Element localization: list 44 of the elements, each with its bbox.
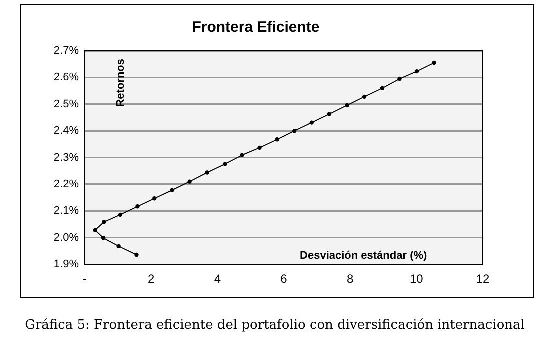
point bbox=[310, 120, 314, 125]
x-tick-label: 12 bbox=[476, 272, 490, 286]
point bbox=[414, 69, 420, 74]
point bbox=[205, 170, 210, 175]
point bbox=[102, 220, 106, 224]
text: Gráfica 5: Frontera eficiente del portafolio con diversificación internacional bbox=[24, 318, 526, 333]
y-axis-title: Retornos bbox=[115, 59, 128, 108]
x-axis-title: Desviación estándar (%) bbox=[300, 250, 428, 262]
y-tick-label: 2.6% bbox=[54, 72, 80, 84]
y-tick-label: 2.3% bbox=[54, 152, 80, 164]
point bbox=[134, 252, 139, 258]
point bbox=[118, 212, 123, 218]
point bbox=[380, 86, 385, 90]
point bbox=[327, 112, 332, 116]
point bbox=[240, 153, 244, 158]
chart-title: Frontera Eficiente bbox=[192, 19, 320, 36]
y-tick-label: 1.9% bbox=[54, 258, 80, 271]
point bbox=[432, 60, 436, 66]
point bbox=[170, 188, 174, 192]
point bbox=[258, 146, 262, 150]
x-tick-label: - bbox=[83, 272, 87, 286]
point bbox=[116, 244, 121, 249]
point bbox=[188, 180, 192, 184]
x-tick-label: 6 bbox=[280, 272, 288, 286]
point bbox=[275, 138, 280, 142]
x-tick-label: 2 bbox=[148, 272, 155, 286]
point bbox=[362, 94, 367, 100]
y-tick-label: 2.1% bbox=[54, 205, 80, 218]
point bbox=[101, 236, 106, 240]
point bbox=[93, 228, 98, 233]
x-tick-label: 4 bbox=[214, 272, 222, 286]
y-tick-label: 2.5% bbox=[54, 98, 80, 110]
x-tick-label: 10 bbox=[410, 272, 424, 286]
point bbox=[223, 162, 228, 166]
y-tick-label: 2.7% bbox=[54, 45, 80, 58]
point bbox=[136, 204, 140, 209]
y-tick-label: 2.0% bbox=[54, 232, 80, 244]
x-tick-label: 8 bbox=[346, 272, 354, 286]
y-tick-label: 2.4% bbox=[54, 125, 80, 138]
y-tick-label: 2.2% bbox=[54, 178, 80, 191]
point bbox=[398, 76, 402, 82]
point bbox=[345, 103, 350, 108]
point bbox=[292, 129, 297, 134]
point bbox=[152, 196, 157, 201]
